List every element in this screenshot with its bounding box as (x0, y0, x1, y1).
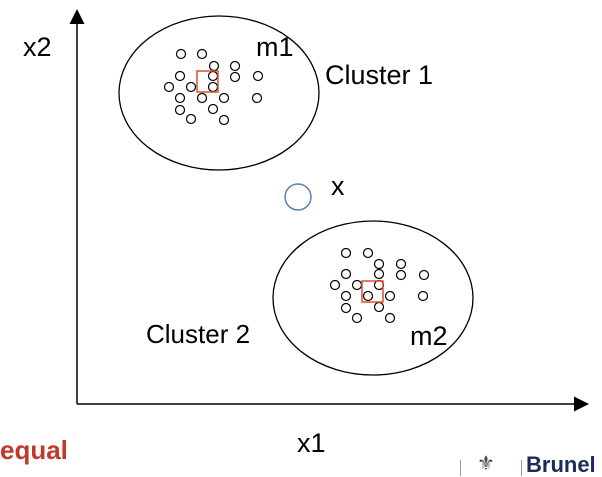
data-point (196, 92, 208, 104)
data-point (384, 290, 396, 302)
data-point (207, 70, 219, 82)
data-point (329, 279, 341, 291)
cluster-1-boundary (118, 15, 320, 171)
data-point (395, 269, 407, 281)
data-point (207, 81, 219, 93)
crest-icon: ⚜ (477, 453, 495, 475)
data-point (384, 312, 396, 324)
data-point (185, 81, 197, 93)
data-point (395, 258, 407, 270)
cluster-2-points (329, 247, 430, 324)
query-point-label: x (331, 171, 345, 201)
cluster-2: m2 Cluster 2 (146, 220, 474, 376)
data-point (175, 48, 187, 60)
cluster-2-boundary (272, 220, 474, 376)
data-point (174, 104, 186, 116)
data-point (251, 92, 263, 104)
x-axis-label: x1 (297, 428, 326, 458)
data-point (218, 92, 230, 104)
data-point (373, 279, 385, 291)
university-logo: ⚜ Brunel (455, 446, 602, 476)
data-point (340, 268, 352, 280)
cluster-1-points (163, 48, 264, 126)
cluster-1-label: Cluster 1 (325, 60, 433, 90)
data-point (208, 60, 220, 72)
query-point (284, 183, 312, 211)
data-point (174, 70, 186, 82)
logo-divider (521, 460, 522, 476)
y-axis-label: x2 (23, 32, 52, 62)
cluster-1: m1 Cluster 1 (118, 15, 433, 171)
data-point (362, 290, 374, 302)
data-point (218, 114, 230, 126)
data-point (229, 71, 241, 83)
data-point (417, 290, 429, 302)
data-point (351, 279, 363, 291)
cluster-2-label: Cluster 2 (146, 319, 250, 349)
centroid-2-label: m2 (410, 321, 448, 351)
data-point (163, 81, 175, 93)
centroid-1-marker (196, 70, 219, 93)
centroid-2-marker (361, 280, 384, 303)
data-point (252, 70, 264, 82)
data-point (340, 290, 352, 302)
data-point (185, 113, 197, 125)
data-point (362, 247, 374, 259)
logo-divider (460, 460, 461, 476)
data-point (229, 60, 241, 72)
data-point (174, 92, 186, 104)
data-point (340, 247, 352, 259)
data-point (418, 269, 430, 281)
slide-caption-fragment: equal (0, 435, 68, 465)
data-point (351, 312, 363, 324)
centroid-1-label: m1 (256, 32, 294, 62)
query-point-group: x (284, 171, 345, 211)
data-point (373, 268, 385, 280)
logo-name: Brunel (526, 452, 596, 477)
data-point (340, 302, 352, 314)
data-point (373, 301, 385, 313)
data-point (196, 48, 208, 60)
data-point (373, 258, 385, 270)
data-point (207, 103, 219, 115)
